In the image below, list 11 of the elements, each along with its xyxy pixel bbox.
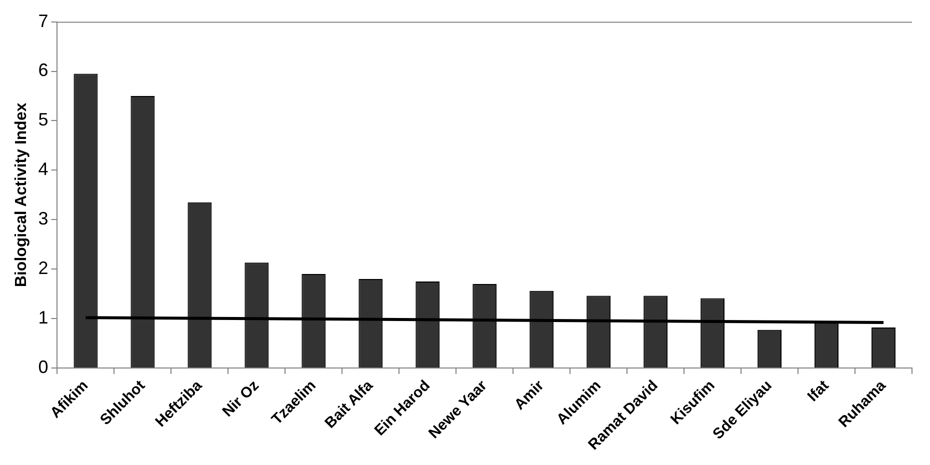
y-tick-label: 6 (38, 60, 48, 80)
y-tick-label: 3 (38, 208, 48, 229)
y-tick-label: 7 (38, 10, 48, 31)
x-tick-label: Ifat (804, 377, 832, 406)
x-tick-label: Nir Oz (219, 377, 262, 420)
y-tick-label: 5 (38, 110, 48, 130)
y-tick-label: 0 (38, 356, 48, 377)
y-tick-label: 2 (38, 258, 48, 278)
y-axis-title: Biological Activity Index (13, 102, 30, 288)
y-tick-label: 4 (38, 159, 48, 180)
y-tick-label: 1 (38, 308, 48, 328)
